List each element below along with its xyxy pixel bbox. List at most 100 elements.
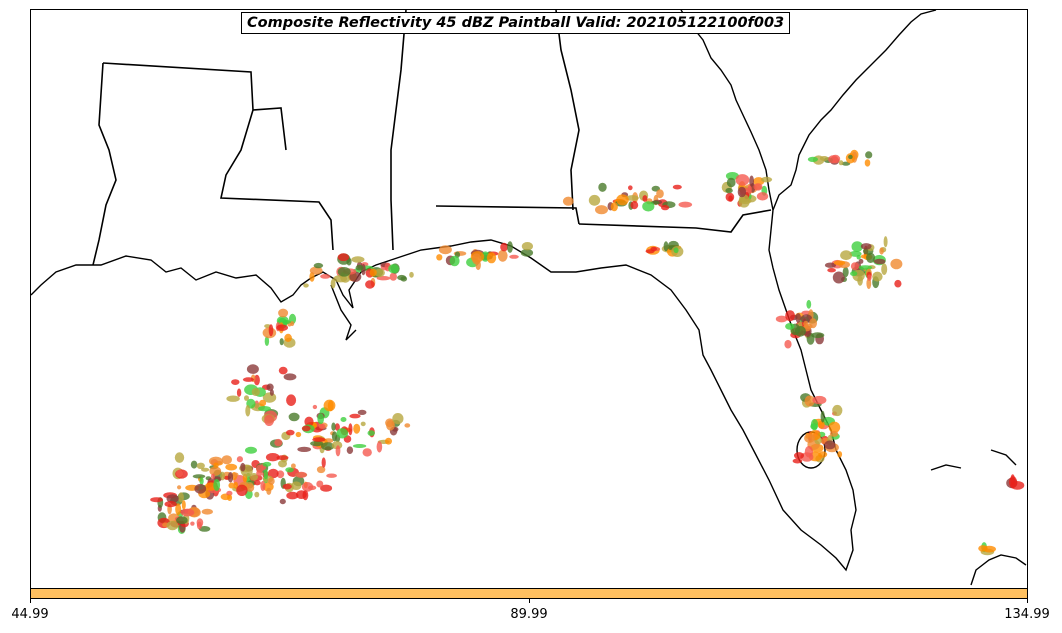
storm-blob xyxy=(828,155,839,164)
tick-mid xyxy=(529,599,530,603)
storm-blob xyxy=(351,256,365,263)
storm-blob xyxy=(285,467,294,473)
storm-blob xyxy=(352,444,367,448)
storm-blob xyxy=(856,254,861,260)
storm-blob xyxy=(784,339,792,349)
storm-blob xyxy=(355,264,364,271)
storm-blob xyxy=(309,266,323,275)
atlantic-coast xyxy=(680,10,774,211)
coastline xyxy=(31,10,1027,586)
storm-blob xyxy=(811,332,825,339)
storm-blob xyxy=(236,388,242,397)
storm-blob xyxy=(286,394,297,407)
cuba-coast xyxy=(970,554,1027,586)
storm-blob xyxy=(196,521,202,530)
storm-blob xyxy=(259,399,267,407)
storm-blob xyxy=(330,278,336,289)
storm-blob xyxy=(309,272,315,282)
tick-min xyxy=(30,599,31,603)
storm-blob xyxy=(872,271,883,282)
storm-blob xyxy=(650,246,657,252)
storm-blob xyxy=(848,154,853,160)
storm-blob xyxy=(792,458,803,464)
storm-blob xyxy=(521,242,533,251)
storm-blob xyxy=(236,456,243,463)
storm-blob xyxy=(321,457,326,468)
storm-blob xyxy=(150,497,163,503)
border-ms-la-south xyxy=(252,107,287,151)
storm-blob xyxy=(254,491,260,498)
storm-blob xyxy=(507,241,513,253)
storm-blob xyxy=(301,482,314,492)
storm-blob xyxy=(873,258,886,265)
storm-blob xyxy=(795,313,801,323)
storm-blob xyxy=(180,508,195,517)
storm-blob xyxy=(227,472,234,483)
storm-blob xyxy=(337,253,350,262)
storm-blob xyxy=(818,451,828,458)
storm-blob xyxy=(737,186,747,198)
storm-blob xyxy=(258,406,271,412)
storm-blob xyxy=(190,521,195,526)
storm-blob xyxy=(304,416,314,427)
storm-blob xyxy=(290,321,295,327)
storm-blob xyxy=(231,379,240,385)
storm-blob xyxy=(264,336,270,346)
storm-blob xyxy=(337,267,351,277)
storm-blob xyxy=(385,418,395,428)
storm-blob xyxy=(500,242,508,252)
border-ar-la xyxy=(102,62,334,251)
storm-blob xyxy=(661,204,670,211)
storm-blob xyxy=(753,183,763,191)
storm-blob xyxy=(725,187,733,194)
storm-blob xyxy=(227,494,233,502)
storm-blob xyxy=(616,194,629,206)
colorbar xyxy=(30,588,1028,599)
storm-blob xyxy=(320,484,333,492)
storm-blob xyxy=(794,452,804,460)
storm-blob xyxy=(317,413,325,425)
storm-blob xyxy=(303,283,309,288)
storm-blob xyxy=(890,258,903,270)
storm-blob xyxy=(369,268,377,277)
storm-blob xyxy=(320,274,331,279)
storm-blob xyxy=(725,172,739,180)
storm-blob xyxy=(449,255,460,267)
storm-blob xyxy=(221,455,232,465)
storm-blob xyxy=(735,174,750,186)
state-borders xyxy=(92,10,772,266)
storm-blob xyxy=(879,247,884,255)
storm-blob xyxy=(809,318,817,329)
storm-blob xyxy=(164,501,177,508)
storm-blob xyxy=(726,177,736,188)
storm-blob xyxy=(260,480,266,492)
storm-blob xyxy=(824,440,836,450)
storm-blob xyxy=(302,490,309,501)
storm-blob xyxy=(842,266,849,278)
storm-blob xyxy=(367,430,375,436)
storm-blob xyxy=(312,404,318,410)
storm-blob xyxy=(365,280,375,289)
storm-blob xyxy=(265,453,280,462)
bahamas xyxy=(930,449,1017,471)
storm-blob xyxy=(628,185,633,191)
storm-blob xyxy=(194,483,207,494)
storm-blob xyxy=(389,272,397,281)
storm-blob xyxy=(812,395,827,405)
storm-blob xyxy=(982,545,996,553)
storm-blob xyxy=(838,160,844,166)
storm-blob xyxy=(376,441,383,453)
storm-blob xyxy=(867,274,872,281)
storm-blob xyxy=(220,471,226,481)
storm-blob xyxy=(269,389,274,396)
storm-blob xyxy=(321,442,335,451)
storm-blob xyxy=(246,364,259,374)
storm-blob xyxy=(883,236,888,248)
storm-blob xyxy=(295,471,307,478)
storm-blob xyxy=(362,448,372,457)
storm-blob xyxy=(376,276,391,281)
storm-blob xyxy=(196,462,205,469)
storm-blob xyxy=(244,395,249,401)
storm-blob xyxy=(177,485,182,490)
tick-label-mid: 89.99 xyxy=(510,607,548,622)
